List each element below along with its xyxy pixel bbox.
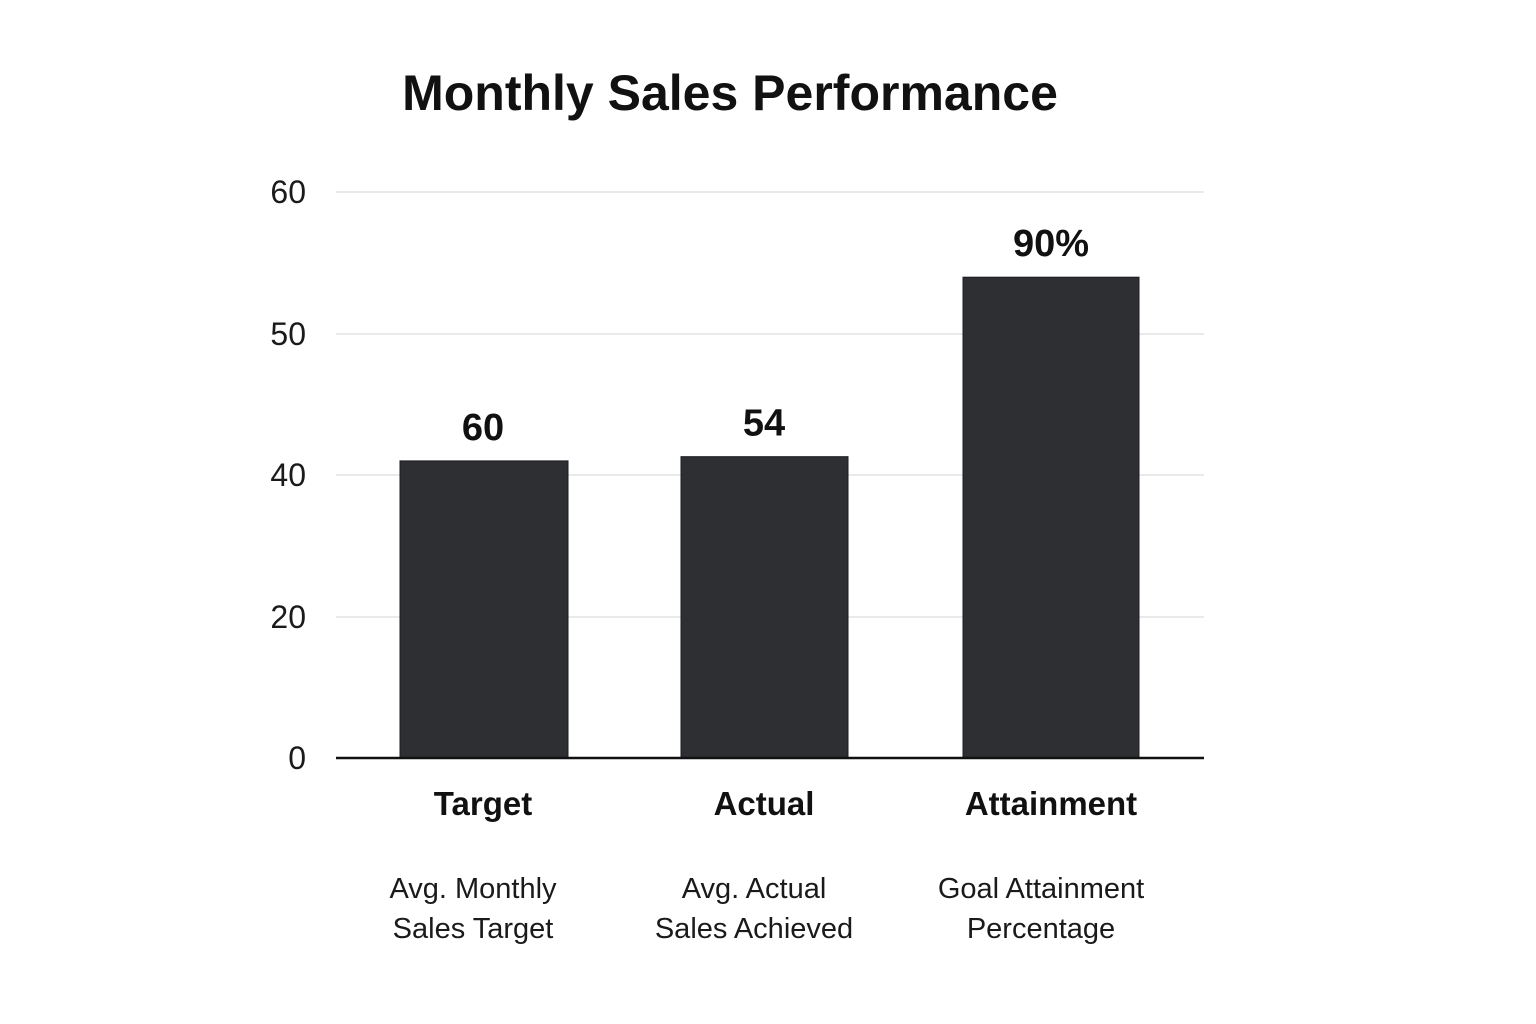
category-label-actual: Actual [714,785,815,822]
data-label-attainment: 90% [1013,223,1089,265]
category-label-attainment: Attainment [965,785,1137,822]
y-tick-label: 0 [288,740,306,776]
y-tick-label: 40 [270,457,306,493]
chart-title: Monthly Sales Performance [402,65,1058,121]
x-axis-categories: Target Actual Attainment [434,785,1137,822]
bar-actual [680,456,849,759]
y-tick-label: 20 [270,599,306,635]
data-label-target: 60 [462,407,504,449]
category-description: Sales Target [393,913,554,945]
category-descriptions: Avg. Monthly Sales Target Avg. Actual Sales… [389,873,1144,945]
category-description: Sales Achieved [655,913,853,945]
category-description: Goal Attainment [938,873,1144,905]
y-axis-ticks: 0 20 40 50 60 [270,174,306,776]
category-description: Percentage [967,913,1115,945]
y-tick-label: 60 [270,174,306,210]
bar-attainment [962,276,1140,759]
category-label-target: Target [434,785,532,822]
bars [399,276,1140,759]
category-description: Avg. Monthly [389,873,557,905]
bar-target [399,460,569,759]
data-label-actual: 54 [743,403,785,445]
data-labels: 60 54 90% [462,223,1089,449]
category-description: Avg. Actual [682,873,827,905]
y-tick-label: 50 [270,316,306,352]
